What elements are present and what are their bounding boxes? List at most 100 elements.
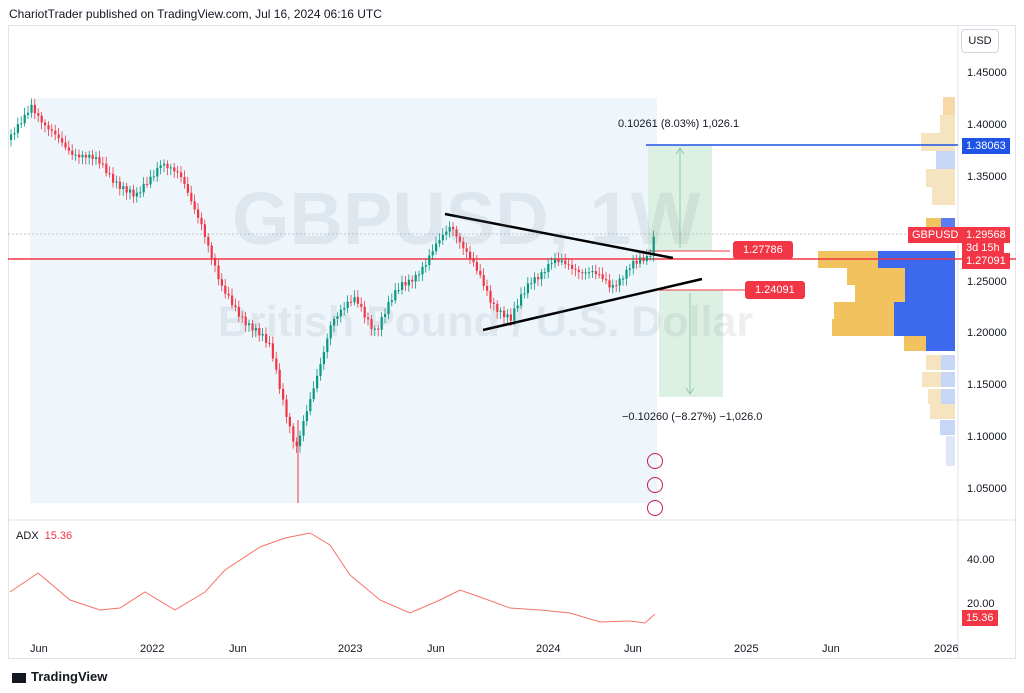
candles — [10, 98, 655, 503]
price-axis-label: 1.05000 — [967, 483, 1007, 495]
candle-body — [214, 257, 217, 266]
candle-body — [163, 163, 166, 166]
candle-body — [506, 314, 509, 318]
candle-body — [567, 264, 570, 266]
adx-name: ADX — [16, 530, 39, 542]
candle-body — [635, 260, 638, 264]
candle-body — [309, 399, 312, 412]
candle-body — [98, 157, 101, 164]
candle-body — [57, 134, 60, 139]
measure-down-box — [659, 290, 723, 397]
candle-body — [346, 301, 349, 308]
candle-body — [649, 255, 652, 257]
candle-body — [285, 399, 288, 417]
candle-body — [71, 150, 74, 155]
candle-body — [492, 302, 495, 304]
symbol-tag-badge: GBPUSD — [908, 227, 963, 243]
candle-body — [61, 138, 64, 143]
uk-flag-icon[interactable] — [647, 500, 663, 516]
tradingview-logo[interactable]: TradingView — [12, 669, 107, 684]
candle-body — [591, 271, 594, 273]
candle-body — [472, 258, 475, 263]
candle-body — [183, 177, 186, 185]
candle-body — [611, 285, 614, 288]
candle-body — [122, 186, 125, 190]
candle-body — [564, 260, 567, 265]
price-axis-label: 1.15000 — [967, 379, 1007, 391]
candle-body — [23, 114, 26, 124]
candle-body — [299, 435, 302, 447]
candle-body — [547, 263, 550, 273]
candle-body — [543, 272, 546, 274]
candle-body — [326, 338, 329, 353]
candle-body — [350, 301, 353, 303]
candle-body — [435, 243, 438, 252]
candle-body — [166, 163, 169, 169]
candle-body — [271, 343, 274, 359]
candle-body — [50, 129, 53, 131]
candle-body — [479, 270, 482, 275]
adx-current-badge: 15.36 — [962, 610, 998, 626]
candle-body — [475, 262, 478, 271]
candle-body — [129, 189, 132, 193]
candle-body — [265, 334, 268, 343]
candle-body — [588, 272, 591, 274]
adx-title[interactable]: ADX 15.36 — [16, 530, 72, 542]
candle-body — [622, 278, 625, 280]
adx-axis-label: 40.00 — [967, 554, 995, 566]
candle-body — [520, 294, 523, 306]
candle-body — [220, 279, 223, 286]
candle-body — [537, 277, 540, 280]
candle-body — [639, 257, 642, 264]
candle-body — [135, 192, 138, 197]
candle-body — [486, 285, 489, 291]
us-flag-icon[interactable] — [647, 477, 663, 493]
flash-icon[interactable] — [647, 453, 663, 469]
candle-body — [418, 274, 421, 276]
candle-body — [156, 167, 159, 177]
candle-body — [448, 226, 451, 232]
candle-body — [149, 176, 152, 185]
watermark-description: British Pound / U.S. Dollar — [218, 298, 754, 346]
candle-body — [95, 157, 98, 160]
candle-body — [193, 201, 196, 210]
candle-body — [414, 274, 417, 282]
candle-body — [44, 122, 47, 126]
time-axis-label: 2023 — [338, 643, 363, 655]
candle-body — [159, 165, 162, 168]
candle-body — [370, 319, 373, 329]
candle-body — [642, 257, 645, 262]
candle-body — [458, 236, 461, 242]
candle-body — [557, 259, 560, 263]
candle-body — [513, 308, 516, 321]
adx-value: 15.36 — [44, 530, 73, 542]
target-price-badge: 1.38063 — [962, 138, 1010, 154]
candle-body — [40, 115, 43, 123]
candle-body — [574, 268, 577, 270]
candle-body — [176, 171, 179, 173]
candle-body — [302, 421, 305, 436]
candle-body — [88, 154, 91, 158]
countdown-badge: 3d 15h — [962, 240, 1004, 256]
candle-body — [625, 269, 628, 279]
candle-body — [469, 251, 472, 259]
candle-body — [523, 293, 526, 295]
candle-body — [33, 104, 36, 114]
candle-body — [142, 183, 145, 193]
candle-body — [231, 295, 234, 306]
time-axis-label: Jun — [427, 643, 445, 655]
candle-body — [571, 264, 574, 269]
candle-body — [339, 309, 342, 317]
candle-body — [234, 305, 237, 307]
candle-body — [312, 388, 315, 400]
support-badge: 1.24091 — [745, 281, 805, 299]
candle-body — [438, 240, 441, 244]
logo-icon — [12, 672, 26, 683]
volume-profile — [818, 97, 955, 466]
measure-down-label: −0.10260 (−8.27%) −1,026.0 — [622, 411, 763, 423]
candle-body — [81, 154, 84, 158]
currency-selector[interactable]: USD — [961, 29, 999, 53]
candle-body — [251, 323, 254, 331]
candle-body — [601, 274, 604, 280]
